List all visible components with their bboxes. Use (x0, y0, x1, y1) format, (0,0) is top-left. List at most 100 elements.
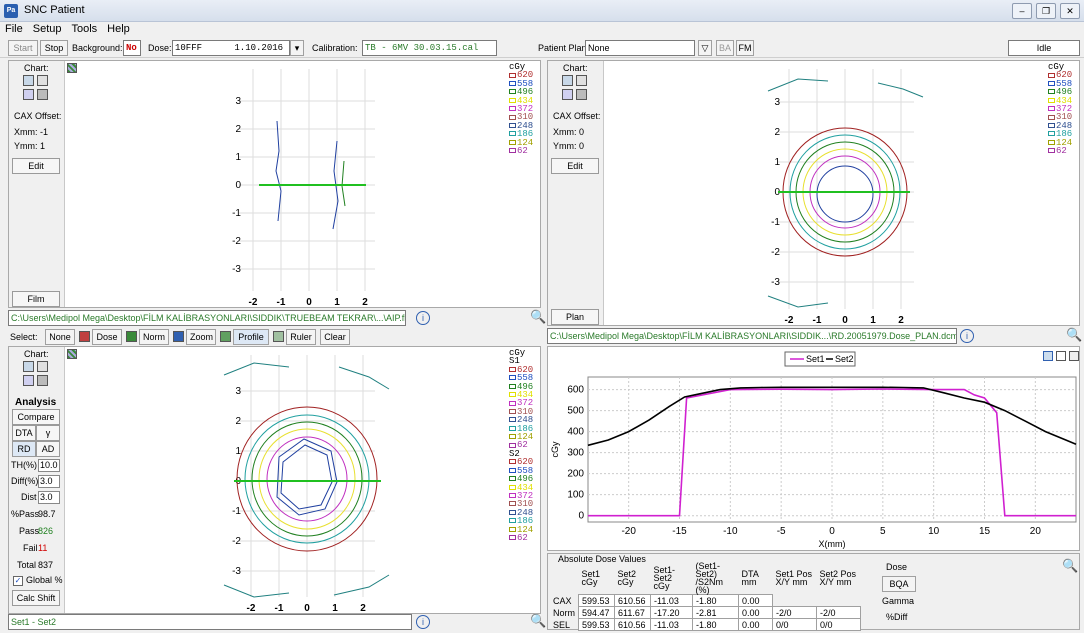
set-field[interactable]: Set1 - Set2 (8, 614, 412, 630)
isodose-line (251, 421, 363, 537)
close-icon[interactable]: ✕ (1060, 3, 1080, 19)
chart-fill-icon[interactable] (576, 89, 587, 100)
legend-value: 558 (517, 78, 534, 89)
ad-button[interactable]: AD (36, 441, 60, 457)
patient-plan-field[interactable]: None (585, 40, 695, 56)
menu-help[interactable]: Help (107, 23, 130, 35)
select-ruler-button[interactable]: Ruler (286, 329, 316, 345)
film-button[interactable]: Film (12, 291, 60, 307)
menu-tools[interactable]: Tools (71, 23, 98, 35)
minimize-icon[interactable]: – (1012, 3, 1032, 19)
diff-field[interactable]: 3.0 (38, 475, 60, 488)
calibration-field[interactable]: TB - 6MV 30.03.15.cal (362, 40, 497, 56)
legend-value: 124 (1056, 137, 1073, 148)
chart-lines-icon[interactable] (562, 89, 573, 100)
restore-icon[interactable]: ❐ (1036, 3, 1056, 19)
chart-lines-icon[interactable] (23, 375, 34, 386)
copy-icon[interactable] (1056, 351, 1066, 361)
dose-select[interactable]: 10FFF 1.10.2016 (172, 40, 290, 56)
dist-field[interactable]: 3.0 (38, 491, 60, 504)
legend-unit: cGy (509, 348, 526, 358)
zoom-icon[interactable]: 🔍 (1062, 558, 1079, 573)
edit-button[interactable]: Edit (551, 158, 599, 174)
legend-level: 124 (509, 525, 533, 534)
film-path-field[interactable]: C:\Users\Medipol Mega\Desktop\FİLM KALİB… (8, 310, 406, 326)
chart-3d-icon[interactable] (23, 361, 34, 372)
legend-level: 62 (509, 441, 533, 450)
map-y-tick: 0 (774, 187, 780, 198)
isodose-line (236, 406, 378, 552)
plan-path-field[interactable]: C:\Users\Medipol Mega\Desktop\FİLM KALİB… (547, 328, 957, 344)
colormap-icon[interactable] (67, 349, 77, 359)
select-zoom-button[interactable]: Zoom (186, 329, 216, 345)
legend-swatch (509, 434, 516, 440)
fail-label: Fail (23, 543, 38, 553)
global-checkbox[interactable]: ✓ (13, 576, 23, 586)
bqa-button[interactable]: BQA (882, 576, 916, 592)
legend-value: 496 (517, 474, 534, 485)
dv-header: (Set1-Set2) /S2Nm (%) (695, 561, 724, 595)
chart-fill-icon[interactable] (37, 89, 48, 100)
stop-button[interactable]: Stop (40, 40, 68, 56)
profile-icon[interactable] (220, 331, 231, 342)
background-field[interactable]: No (123, 40, 141, 56)
info-icon[interactable]: i (416, 615, 430, 629)
zoom-icon[interactable]: 🔍 (530, 613, 547, 628)
legend-swatch (509, 375, 516, 381)
chart-3d-icon[interactable] (562, 75, 573, 86)
legend-value: 372 (1056, 104, 1073, 115)
fm-button[interactable]: FM (736, 40, 754, 56)
plan-button[interactable]: Plan (551, 309, 599, 325)
calc-shift-button[interactable]: Calc Shift (12, 590, 60, 606)
zoom-tool-icon[interactable] (173, 331, 184, 342)
gamma-button[interactable]: γ (36, 425, 60, 441)
y-tick-label: 100 (567, 490, 584, 501)
clear-button[interactable]: Clear (320, 329, 350, 345)
chart-grid-icon[interactable] (576, 75, 587, 86)
map-y-tick: 1 (235, 152, 241, 163)
legend-value: 124 (517, 432, 534, 443)
legend-s1-label: S1 (509, 356, 520, 367)
dv-cell: 599.53 (578, 594, 615, 607)
dv-cell: -2/0 (772, 606, 817, 619)
info-icon[interactable]: i (416, 311, 430, 325)
map-x-tick: 0 (304, 603, 310, 614)
isodose-line (333, 574, 390, 596)
zoom-icon[interactable]: 🔍 (530, 309, 547, 324)
select-profile-button[interactable]: Profile (233, 329, 269, 345)
select-dose-button[interactable]: Dose (92, 329, 122, 345)
legend-level: 124 (509, 138, 533, 147)
menu-file[interactable]: File (5, 23, 23, 35)
menu-setup[interactable]: Setup (32, 23, 62, 35)
select-none-button[interactable]: None (45, 329, 75, 345)
dose-icon[interactable] (79, 331, 90, 342)
chart-lines-icon[interactable] (23, 89, 34, 100)
colormap-icon[interactable] (67, 63, 77, 73)
chart-fill-icon[interactable] (37, 375, 48, 386)
ruler-icon[interactable] (273, 331, 284, 342)
compare-button[interactable]: Compare (12, 409, 60, 425)
legend-unit: cGy (1048, 62, 1065, 72)
select-norm-button[interactable]: Norm (139, 329, 169, 345)
chart-type-icon[interactable] (1043, 351, 1053, 361)
dv-header: Set2 Pos X/Y mm (819, 569, 857, 588)
rd-button[interactable]: RD (12, 441, 36, 457)
th-field[interactable]: 10.0 (38, 459, 60, 472)
export-icon[interactable] (1069, 351, 1079, 361)
dose-dropdown-icon[interactable]: ▾ (290, 40, 304, 56)
isodose-line (276, 438, 338, 516)
isodose-line (877, 82, 924, 98)
chart-grid-icon[interactable] (37, 75, 48, 86)
start-button[interactable]: Start (8, 40, 38, 56)
map-x-tick: -2 (249, 297, 258, 308)
zoom-icon[interactable]: 🔍 (1066, 327, 1083, 342)
chart-3d-icon[interactable] (23, 75, 34, 86)
norm-icon[interactable] (126, 331, 137, 342)
dta-button[interactable]: DTA (12, 425, 36, 441)
chart-grid-icon[interactable] (37, 361, 48, 372)
ba-button[interactable]: BA (716, 40, 734, 56)
edit-button[interactable]: Edit (12, 158, 60, 174)
patient-plan-label: Patient Plan: (538, 43, 590, 53)
info-icon[interactable]: i (960, 329, 974, 343)
filter-icon[interactable]: ▽ (698, 40, 712, 56)
